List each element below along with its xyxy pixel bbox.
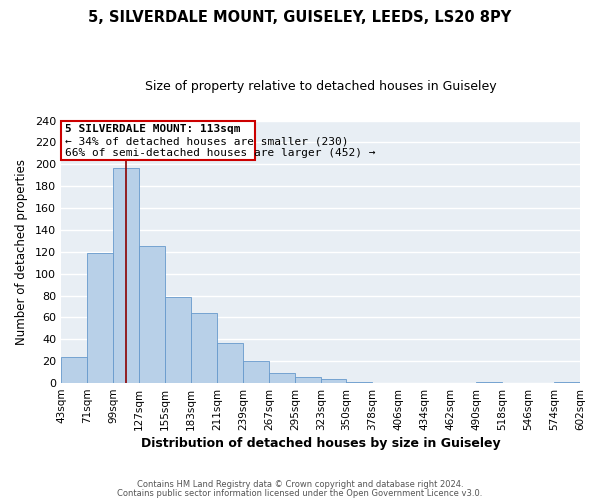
Text: Contains public sector information licensed under the Open Government Licence v3: Contains public sector information licen…: [118, 489, 482, 498]
Text: ← 34% of detached houses are smaller (230): ← 34% of detached houses are smaller (23…: [65, 136, 348, 146]
Text: 66% of semi-detached houses are larger (452) →: 66% of semi-detached houses are larger (…: [65, 148, 375, 158]
Bar: [269, 373, 295, 383]
Text: 5, SILVERDALE MOUNT, GUISELEY, LEEDS, LS20 8PY: 5, SILVERDALE MOUNT, GUISELEY, LEEDS, LS…: [88, 10, 512, 25]
Bar: [346, 382, 372, 383]
Bar: [139, 246, 165, 383]
Text: 5 SILVERDALE MOUNT: 113sqm: 5 SILVERDALE MOUNT: 113sqm: [65, 124, 240, 134]
Bar: [243, 361, 269, 383]
Bar: [191, 313, 217, 383]
Bar: [554, 382, 580, 383]
Bar: [476, 382, 502, 383]
Bar: [295, 376, 321, 383]
Bar: [113, 168, 139, 383]
Bar: [165, 296, 191, 383]
Text: Contains HM Land Registry data © Crown copyright and database right 2024.: Contains HM Land Registry data © Crown c…: [137, 480, 463, 489]
Y-axis label: Number of detached properties: Number of detached properties: [15, 159, 28, 345]
Bar: [217, 342, 243, 383]
Bar: [321, 378, 346, 383]
Bar: [61, 357, 87, 383]
FancyBboxPatch shape: [61, 120, 255, 160]
Title: Size of property relative to detached houses in Guiseley: Size of property relative to detached ho…: [145, 80, 496, 93]
Bar: [87, 253, 113, 383]
X-axis label: Distribution of detached houses by size in Guiseley: Distribution of detached houses by size …: [141, 437, 500, 450]
